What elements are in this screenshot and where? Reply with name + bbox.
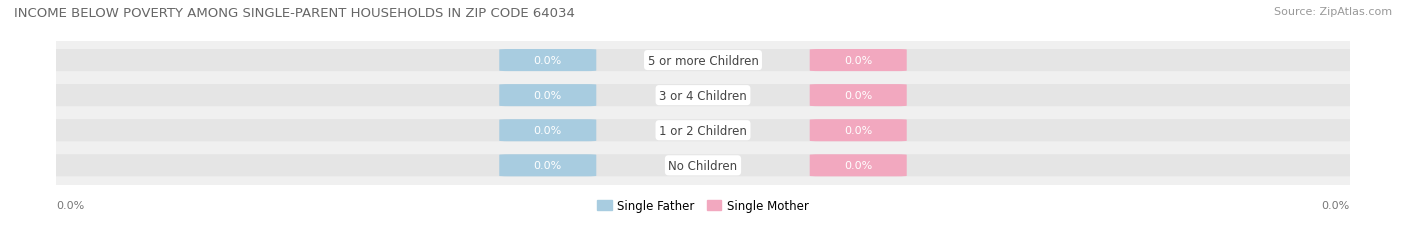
Text: 0.0%: 0.0% bbox=[534, 91, 562, 101]
Text: 0.0%: 0.0% bbox=[534, 161, 562, 170]
Legend: Single Father, Single Mother: Single Father, Single Mother bbox=[598, 199, 808, 212]
Text: 0.0%: 0.0% bbox=[844, 56, 872, 66]
Text: 0.0%: 0.0% bbox=[534, 126, 562, 136]
FancyBboxPatch shape bbox=[46, 50, 1360, 72]
FancyBboxPatch shape bbox=[810, 155, 907, 176]
FancyBboxPatch shape bbox=[46, 155, 1360, 176]
FancyBboxPatch shape bbox=[499, 50, 596, 72]
Text: 0.0%: 0.0% bbox=[1322, 201, 1350, 211]
FancyBboxPatch shape bbox=[499, 120, 596, 142]
FancyBboxPatch shape bbox=[499, 155, 596, 176]
Text: 0.0%: 0.0% bbox=[844, 161, 872, 170]
Text: 1 or 2 Children: 1 or 2 Children bbox=[659, 124, 747, 137]
FancyBboxPatch shape bbox=[46, 120, 1360, 142]
Text: 0.0%: 0.0% bbox=[534, 56, 562, 66]
Text: 5 or more Children: 5 or more Children bbox=[648, 54, 758, 67]
FancyBboxPatch shape bbox=[46, 85, 1360, 107]
Text: INCOME BELOW POVERTY AMONG SINGLE-PARENT HOUSEHOLDS IN ZIP CODE 64034: INCOME BELOW POVERTY AMONG SINGLE-PARENT… bbox=[14, 7, 575, 20]
FancyBboxPatch shape bbox=[499, 85, 596, 107]
Text: No Children: No Children bbox=[668, 159, 738, 172]
Text: 0.0%: 0.0% bbox=[844, 126, 872, 136]
FancyBboxPatch shape bbox=[810, 50, 907, 72]
Text: 0.0%: 0.0% bbox=[844, 91, 872, 101]
Text: 3 or 4 Children: 3 or 4 Children bbox=[659, 89, 747, 102]
Text: Source: ZipAtlas.com: Source: ZipAtlas.com bbox=[1274, 7, 1392, 17]
Text: 0.0%: 0.0% bbox=[56, 201, 84, 211]
FancyBboxPatch shape bbox=[810, 85, 907, 107]
FancyBboxPatch shape bbox=[810, 120, 907, 142]
